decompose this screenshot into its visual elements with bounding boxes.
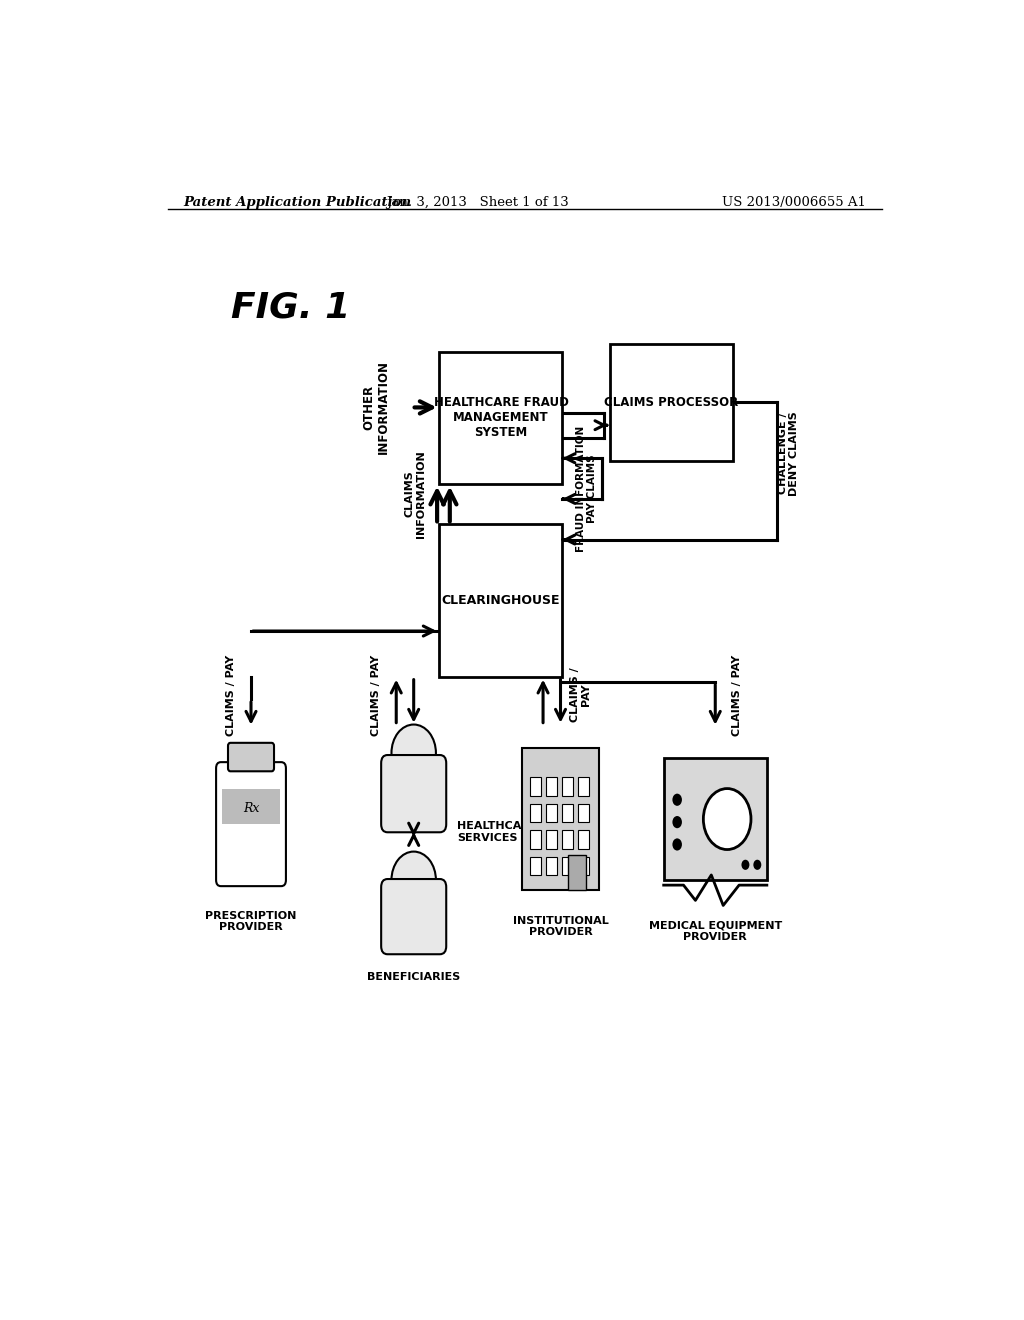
FancyBboxPatch shape — [381, 755, 446, 833]
Bar — [562, 804, 573, 822]
Circle shape — [391, 725, 436, 781]
Circle shape — [673, 838, 682, 850]
Text: HEALTHCARE
SERVICES: HEALTHCARE SERVICES — [458, 821, 538, 842]
Text: CLAIMS / PAY: CLAIMS / PAY — [732, 655, 742, 735]
Text: MEDICAL EQUIPMENT
PROVIDER: MEDICAL EQUIPMENT PROVIDER — [648, 921, 782, 942]
Bar — [546, 857, 557, 875]
Text: CLAIMS
INFORMATION: CLAIMS INFORMATION — [404, 450, 426, 537]
FancyBboxPatch shape — [381, 879, 446, 954]
Bar — [439, 351, 562, 483]
Bar — [530, 857, 542, 875]
Bar — [522, 748, 599, 890]
Text: CLAIMS / PAY: CLAIMS / PAY — [226, 655, 237, 735]
Bar — [568, 854, 586, 890]
Text: INSTITUTIONAL
PROVIDER: INSTITUTIONAL PROVIDER — [513, 916, 608, 937]
Text: FRAUD INFORMATION
PAY CLAIMS: FRAUD INFORMATION PAY CLAIMS — [575, 425, 597, 552]
Bar — [530, 804, 542, 822]
Bar — [546, 804, 557, 822]
Bar — [222, 788, 280, 824]
Bar — [439, 524, 562, 677]
Text: OTHER
INFORMATION: OTHER INFORMATION — [362, 360, 390, 454]
Text: CLAIMS PROCESSOR: CLAIMS PROCESSOR — [604, 396, 738, 409]
Bar — [664, 758, 767, 880]
Text: PHYSICIAN
PROVIDER: PHYSICIAN PROVIDER — [380, 911, 447, 932]
Circle shape — [754, 859, 761, 870]
Bar — [562, 857, 573, 875]
Bar — [578, 857, 589, 875]
Text: Jan. 3, 2013   Sheet 1 of 13: Jan. 3, 2013 Sheet 1 of 13 — [386, 195, 568, 209]
Text: CLAIMS /
PAY: CLAIMS / PAY — [569, 668, 591, 722]
Circle shape — [673, 816, 682, 828]
FancyBboxPatch shape — [216, 762, 286, 886]
Text: Patent Application Publication: Patent Application Publication — [183, 195, 412, 209]
FancyBboxPatch shape — [228, 743, 274, 771]
Bar — [610, 345, 733, 461]
Text: HEALTHCARE FRAUD
MANAGEMENT
SYSTEM: HEALTHCARE FRAUD MANAGEMENT SYSTEM — [433, 396, 568, 440]
Text: CHALLENGE /
DENY CLAIMS: CHALLENGE / DENY CLAIMS — [778, 411, 800, 495]
Circle shape — [703, 788, 751, 850]
Text: Rx: Rx — [243, 803, 259, 816]
Circle shape — [673, 793, 682, 805]
Bar — [578, 804, 589, 822]
Text: CLEARINGHOUSE: CLEARINGHOUSE — [441, 594, 560, 607]
Bar — [530, 830, 542, 849]
Text: FIG. 1: FIG. 1 — [231, 290, 350, 325]
Bar — [546, 830, 557, 849]
Text: US 2013/0006655 A1: US 2013/0006655 A1 — [722, 195, 866, 209]
Bar — [578, 777, 589, 796]
Bar — [530, 777, 542, 796]
Bar — [578, 830, 589, 849]
Text: CLAIMS / PAY: CLAIMS / PAY — [371, 655, 381, 735]
Bar — [562, 830, 573, 849]
Circle shape — [391, 851, 436, 908]
Circle shape — [741, 859, 750, 870]
Bar — [562, 777, 573, 796]
Text: PRESCRIPTION
PROVIDER: PRESCRIPTION PROVIDER — [206, 911, 297, 932]
Bar — [546, 777, 557, 796]
Text: BENEFICIARIES: BENEFICIARIES — [367, 972, 461, 982]
